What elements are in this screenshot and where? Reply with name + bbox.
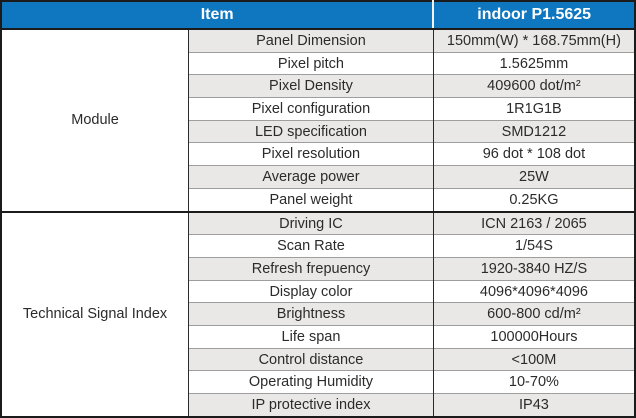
table-row: LED specification SMD1212 — [1, 119, 635, 143]
row-label: Driving IC — [188, 210, 434, 235]
row-label: IP protective index — [188, 393, 434, 417]
table-row: IP protective index IP43 — [1, 393, 635, 417]
row-label: Control distance — [188, 347, 434, 371]
table-body: Module Panel Dimension 150mm(W) * 168.75… — [1, 29, 635, 417]
row-label: Panel weight — [188, 187, 434, 212]
row-label: Life span — [188, 325, 434, 349]
table-row: Pixel configuration 1R1G1B — [1, 97, 635, 121]
table-row: Operating Humidity 10-70% — [1, 370, 635, 394]
header-item: Item — [1, 1, 434, 30]
row-label: Pixel resolution — [188, 142, 434, 166]
table-row: Scan Rate 1/54S — [1, 234, 635, 258]
row-value: 4096*4096*4096 — [432, 279, 635, 303]
table-row: Module Panel Dimension 150mm(W) * 168.75… — [1, 29, 635, 212]
row-label: Display color — [188, 279, 434, 303]
row-label: Average power — [188, 165, 434, 189]
table-row: Technical Signal Index Driving IC ICN 21… — [1, 210, 635, 417]
table-row: Life span 100000Hours — [1, 325, 635, 349]
row-label: Refresh frepuency — [188, 257, 434, 281]
row-label: Pixel configuration — [188, 97, 434, 121]
table-row: Refresh frepuency 1920-3840 HZ/S — [1, 257, 635, 281]
header-row: Item indoor P1.5625 — [1, 1, 635, 30]
row-value: 100000Hours — [432, 325, 635, 349]
row-label: Panel Dimension — [188, 29, 434, 53]
row-label: Operating Humidity — [188, 370, 434, 394]
row-value: IP43 — [432, 393, 635, 417]
row-value: 10-70% — [432, 370, 635, 394]
row-label: LED specification — [188, 119, 434, 143]
table-header: Item indoor P1.5625 — [1, 1, 635, 30]
table-row: Pixel resolution 96 dot * 108 dot — [1, 142, 635, 166]
row-value: 1R1G1B — [432, 97, 635, 121]
row-value: 0.25KG — [432, 187, 635, 212]
group-label-module: Module — [1, 29, 189, 212]
table-row: Pixel Density 409600 dot/m² — [1, 74, 635, 98]
table-row: Panel weight 0.25KG — [1, 187, 635, 212]
row-value: 1/54S — [432, 234, 635, 258]
row-label: Pixel Density — [188, 74, 434, 98]
header-product: indoor P1.5625 — [432, 1, 635, 30]
row-value: 409600 dot/m² — [432, 74, 635, 98]
row-value: 1.5625mm — [432, 51, 635, 75]
table-row: Display color 4096*4096*4096 — [1, 279, 635, 303]
row-value: 25W — [432, 165, 635, 189]
row-value: 96 dot * 108 dot — [432, 142, 635, 166]
row-label: Scan Rate — [188, 234, 434, 258]
row-value: 1920-3840 HZ/S — [432, 257, 635, 281]
row-value: 600-800 cd/m² — [432, 302, 635, 326]
row-value: ICN 2163 / 2065 — [432, 210, 635, 235]
row-value: 150mm(W) * 168.75mm(H) — [432, 29, 635, 53]
group-label-technical-signal-index: Technical Signal Index — [1, 210, 189, 417]
row-label: Pixel pitch — [188, 51, 434, 75]
table-row: Pixel pitch 1.5625mm — [1, 51, 635, 75]
table-row: Brightness 600-800 cd/m² — [1, 302, 635, 326]
row-value: SMD1212 — [432, 119, 635, 143]
table-row: Control distance <100M — [1, 347, 635, 371]
table-row: Average power 25W — [1, 165, 635, 189]
row-value: <100M — [432, 347, 635, 371]
row-label: Brightness — [188, 302, 434, 326]
